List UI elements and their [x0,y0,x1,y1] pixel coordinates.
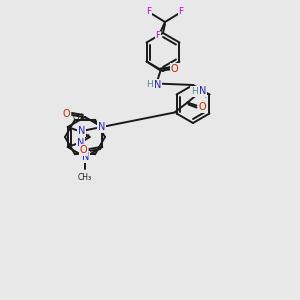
Text: N: N [98,122,105,132]
Text: F: F [146,8,152,16]
Text: F: F [178,8,184,16]
Text: CH₃: CH₃ [72,113,86,122]
Text: N: N [82,152,90,162]
Text: O: O [199,103,206,112]
Text: N: N [78,126,85,136]
Text: H: H [191,87,198,96]
Text: CH₃: CH₃ [78,173,92,182]
Text: F: F [155,32,160,40]
Text: O: O [62,109,70,119]
Text: N: N [199,86,206,97]
Text: H: H [146,80,153,89]
Text: O: O [80,145,87,155]
Text: O: O [171,64,178,74]
Text: N: N [154,80,161,89]
Text: N: N [77,138,84,148]
